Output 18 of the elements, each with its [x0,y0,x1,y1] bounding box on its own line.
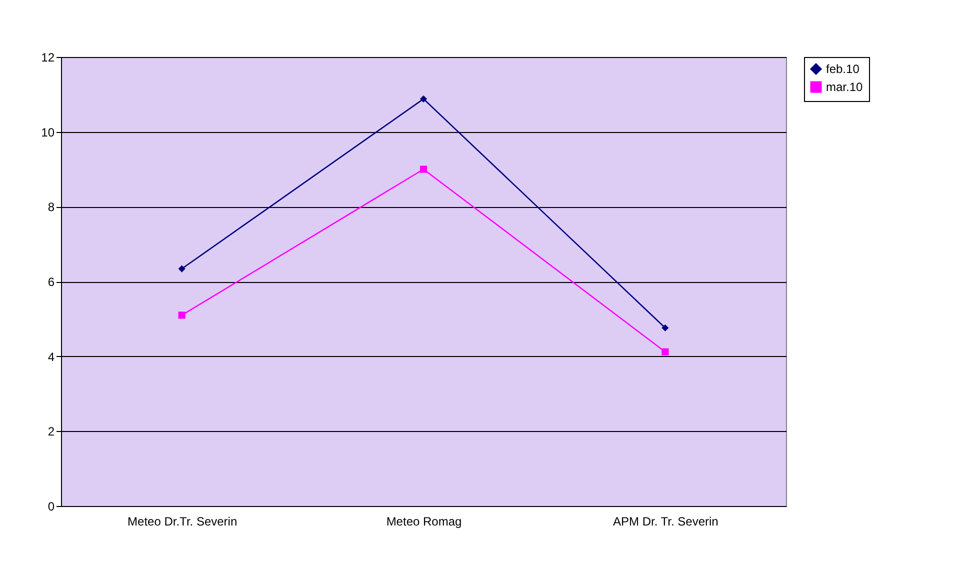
y-tick-label: 6 [48,275,55,289]
y-tick-label: 2 [48,424,55,439]
y-tick-label: 12 [41,50,55,64]
x-tick-label: Meteo Romag [386,514,462,528]
y-tick-label: 10 [41,125,55,140]
point [662,348,669,356]
point [420,95,428,102]
y-tick-label: 8 [48,200,55,214]
legend-label: feb.10 [826,62,860,76]
legend-label: mar.10 [826,80,864,94]
point [178,312,186,319]
x-tick-label: APM Dr. Tr. Severin [612,514,718,528]
y-tick-label: 4 [48,350,55,364]
point [178,265,186,272]
y-tick-label: 0 [48,500,55,514]
point [420,166,428,173]
x-tick-label: Meteo Dr.Tr. Severin [128,514,238,528]
point [662,324,669,332]
